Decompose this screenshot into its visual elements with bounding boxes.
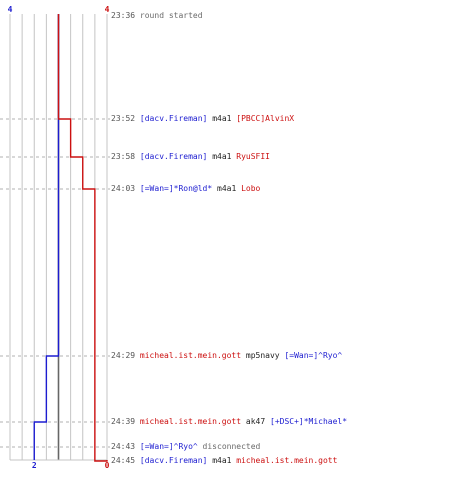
- event-row: 23:58 [dacv.Fireman] m4a1 RyuSFII: [111, 152, 270, 162]
- killer-name: [dacv.Fireman]: [139, 152, 208, 161]
- weapon-name: m4a1: [212, 152, 232, 161]
- killer-name: [=Wan=]*Ron@ld*: [139, 184, 213, 193]
- victim-name: [+DSC+]*Michael*: [270, 417, 348, 426]
- blue-start-count: 4: [8, 5, 13, 14]
- weapon-name: m4a1: [212, 114, 232, 123]
- event-row: 23:36 round started: [111, 11, 203, 21]
- event-time: 24:03: [111, 184, 136, 193]
- event-time: 24:39: [111, 417, 136, 426]
- event-time: 24:43: [111, 442, 136, 451]
- player-name: [=Wan=]^Ryo^: [139, 442, 198, 451]
- killer-name: [dacv.Fireman]: [139, 114, 208, 123]
- victim-name: Lobo: [241, 184, 261, 193]
- event-row: 24:29 micheal.ist.mein.gott mp5navy [=Wa…: [111, 351, 342, 361]
- blue-team-alive-line: [33, 14, 60, 460]
- event-row: 24:43 [=Wan=]^Ryo^ disconnected: [111, 442, 260, 452]
- red-team-alive-line: [57, 14, 108, 462]
- red-start-count: 4: [105, 5, 110, 14]
- victim-name: [PBCC]AlvinX: [236, 114, 295, 123]
- event-time: 24:45: [111, 456, 136, 465]
- weapon-name: mp5navy: [245, 351, 280, 360]
- weapon-name: m4a1: [217, 184, 237, 193]
- event-time: 23:52: [111, 114, 136, 123]
- victim-name: micheal.ist.mein.gott: [236, 456, 338, 465]
- killer-name: micheal.ist.mein.gott: [139, 417, 242, 426]
- weapon-name: m4a1: [212, 456, 232, 465]
- event-row: 24:39 micheal.ist.mein.gott ak47 [+DSC+]…: [111, 417, 347, 427]
- killer-name: micheal.ist.mein.gott: [139, 351, 242, 360]
- victim-name: RyuSFII: [236, 152, 270, 161]
- event-row: 24:45 [dacv.Fireman] m4a1 micheal.ist.me…: [111, 456, 337, 466]
- event-time: 23:58: [111, 152, 136, 161]
- red-end-count: 0: [105, 461, 110, 470]
- event-row: 23:52 [dacv.Fireman] m4a1 [PBCC]AlvinX: [111, 114, 294, 124]
- victim-name: [=Wan=]^Ryo^: [284, 351, 343, 360]
- event-time: 24:29: [111, 351, 136, 360]
- killer-name: [dacv.Fireman]: [139, 456, 208, 465]
- weapon-name: ak47: [245, 417, 266, 426]
- blue-end-count: 2: [32, 461, 37, 470]
- event-row: 24:03 [=Wan=]*Ron@ld* m4a1 Lobo: [111, 184, 260, 194]
- event-text: round started: [139, 11, 203, 20]
- event-text: disconnected: [202, 442, 261, 451]
- event-time: 23:36: [111, 11, 136, 20]
